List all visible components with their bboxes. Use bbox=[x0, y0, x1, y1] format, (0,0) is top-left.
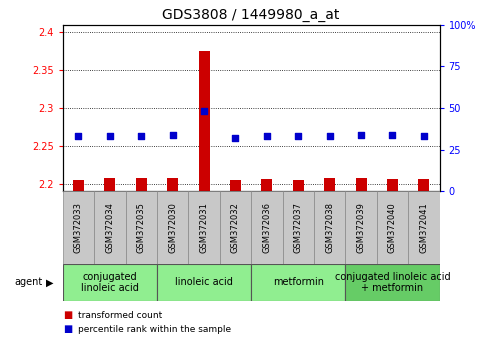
Text: linoleic acid: linoleic acid bbox=[175, 277, 233, 287]
Text: GSM372032: GSM372032 bbox=[231, 202, 240, 253]
Text: GSM372036: GSM372036 bbox=[262, 202, 271, 253]
Bar bbox=[418, 179, 429, 191]
Text: GSM372031: GSM372031 bbox=[199, 202, 209, 253]
Text: ■: ■ bbox=[63, 324, 72, 334]
Bar bbox=[94, 191, 126, 264]
Text: agent: agent bbox=[14, 277, 43, 287]
Point bbox=[74, 133, 82, 139]
Text: metformin: metformin bbox=[273, 277, 324, 287]
Bar bbox=[314, 191, 345, 264]
Point bbox=[169, 132, 177, 137]
Bar bbox=[377, 191, 408, 264]
Point bbox=[263, 133, 271, 139]
Text: GSM372034: GSM372034 bbox=[105, 202, 114, 253]
Bar bbox=[167, 178, 178, 191]
Text: GSM372030: GSM372030 bbox=[168, 202, 177, 253]
Bar bbox=[251, 264, 345, 301]
Bar bbox=[157, 264, 251, 301]
Bar bbox=[355, 178, 367, 191]
Bar bbox=[126, 191, 157, 264]
Text: GSM372040: GSM372040 bbox=[388, 202, 397, 253]
Text: GSM372039: GSM372039 bbox=[356, 202, 366, 253]
Bar bbox=[324, 178, 335, 191]
Title: GDS3808 / 1449980_a_at: GDS3808 / 1449980_a_at bbox=[162, 8, 340, 22]
Bar bbox=[345, 191, 377, 264]
Point bbox=[389, 132, 397, 137]
Text: transformed count: transformed count bbox=[78, 310, 162, 320]
Bar bbox=[157, 191, 188, 264]
Text: percentile rank within the sample: percentile rank within the sample bbox=[78, 325, 231, 334]
Bar bbox=[188, 191, 220, 264]
Point bbox=[106, 133, 114, 139]
Point bbox=[200, 108, 208, 114]
Point bbox=[138, 133, 145, 139]
Text: conjugated
linoleic acid: conjugated linoleic acid bbox=[81, 272, 139, 293]
Text: GSM372033: GSM372033 bbox=[74, 202, 83, 253]
Bar bbox=[230, 180, 241, 191]
Text: GSM372038: GSM372038 bbox=[325, 202, 334, 253]
Bar bbox=[63, 264, 157, 301]
Bar bbox=[387, 179, 398, 191]
Bar bbox=[63, 191, 94, 264]
Text: GSM372035: GSM372035 bbox=[137, 202, 146, 253]
Text: ■: ■ bbox=[63, 310, 72, 320]
Point bbox=[295, 133, 302, 139]
Bar bbox=[408, 191, 440, 264]
Text: conjugated linoleic acid
+ metformin: conjugated linoleic acid + metformin bbox=[335, 272, 450, 293]
Text: GSM372041: GSM372041 bbox=[419, 202, 428, 253]
Bar bbox=[283, 191, 314, 264]
Point bbox=[357, 132, 365, 137]
Text: GSM372037: GSM372037 bbox=[294, 202, 303, 253]
Bar bbox=[73, 180, 84, 191]
Bar bbox=[104, 178, 115, 191]
Bar bbox=[261, 179, 272, 191]
Bar bbox=[220, 191, 251, 264]
Bar bbox=[293, 180, 304, 191]
Bar bbox=[345, 264, 440, 301]
Point bbox=[232, 135, 240, 141]
Point bbox=[326, 133, 333, 139]
Point bbox=[420, 133, 428, 139]
Text: ▶: ▶ bbox=[46, 277, 54, 287]
Bar bbox=[136, 178, 147, 191]
Bar bbox=[199, 51, 210, 191]
Bar bbox=[251, 191, 283, 264]
